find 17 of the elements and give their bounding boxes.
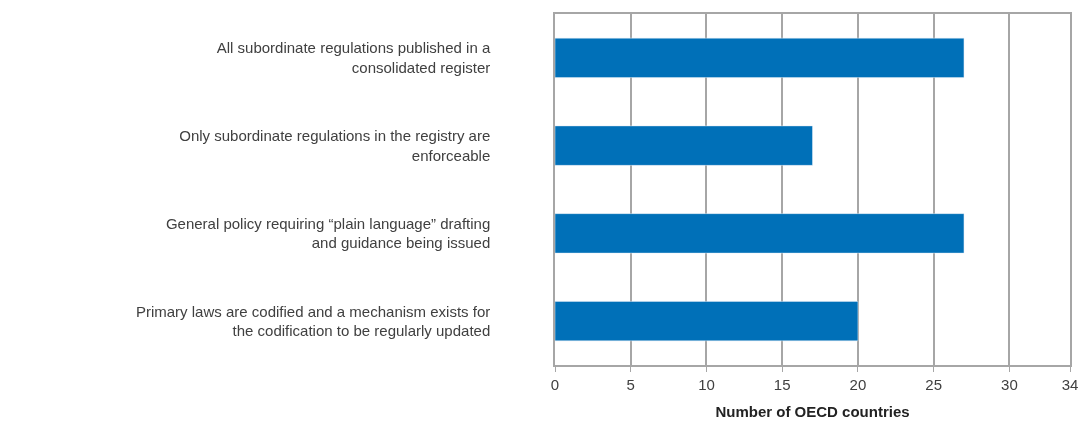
x-tick-label: 15 [773,375,791,393]
x-tick-label: 30 [1001,375,1018,393]
x-tick-label: 20 [849,375,867,393]
bar [555,301,859,342]
bar [555,37,965,78]
x-tick-label: 5 [626,375,635,393]
bar [555,213,965,254]
x-tick-label: 0 [550,375,560,393]
x-tick-label: 10 [698,375,715,393]
x-axis-title: Number of OECD countries [715,403,910,421]
x-tick-label: 34 [1061,375,1079,393]
y-tick-label: Primary laws are codified and a mechanism exists for the codification to be regularly updated [135,302,491,340]
x-tick-label: 25 [925,375,943,393]
y-tick-label: General policy requiring “plain language” drafting and guidance being issued [165,214,491,252]
y-tick-label: Only subordinate regulations in the registry are enforceable [179,127,491,164]
y-tick-label: All subordinate regulations published in a consolidated register [216,39,491,76]
bar [555,125,813,166]
